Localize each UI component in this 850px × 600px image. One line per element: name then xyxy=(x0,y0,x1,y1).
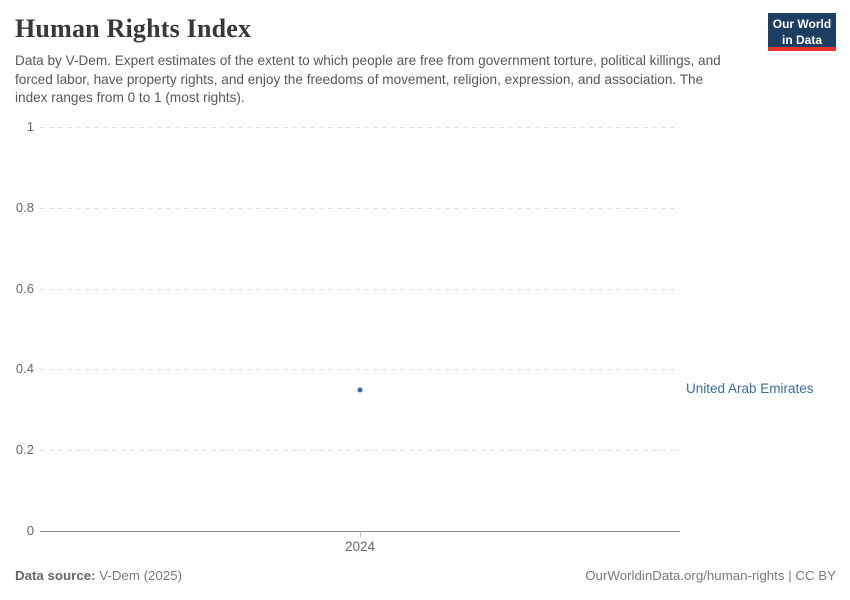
gridline xyxy=(40,369,680,371)
page-title: Human Rights Index xyxy=(15,14,252,43)
y-axis-tick-label: 0.6 xyxy=(15,280,34,296)
gridline xyxy=(40,207,680,209)
data-point[interactable] xyxy=(357,387,363,393)
chart-footer: Data source: V-Dem (2025) OurWorldinData… xyxy=(15,568,836,583)
y-axis-tick-label: 0.8 xyxy=(15,199,34,215)
credit-line: OurWorldinData.org/human-rights | CC BY xyxy=(585,568,836,583)
owid-logo-line1: Our World xyxy=(772,17,832,31)
chart-subtitle: Data by V-Dem. Expert estimates of the e… xyxy=(15,53,721,105)
gridline xyxy=(40,450,680,452)
y-axis-tick-label: 0.4 xyxy=(15,361,34,377)
gridline xyxy=(40,127,680,128)
entity-label[interactable]: United Arab Emirates xyxy=(686,380,814,396)
y-axis-tick-label: 1 xyxy=(26,119,34,134)
y-axis-tick-label: 0 xyxy=(26,523,34,538)
data-source-value: V-Dem (2025) xyxy=(99,568,183,583)
gridline xyxy=(40,288,680,290)
owid-logo-line2: in Data xyxy=(781,32,822,47)
y-axis-tick-label: 0.2 xyxy=(15,442,34,458)
data-source-label: Data source: xyxy=(15,568,96,583)
x-axis-tick xyxy=(360,531,361,537)
x-axis-tick-label: 2024 xyxy=(344,539,376,554)
owid-logo[interactable]: Our World in Data xyxy=(768,13,836,51)
data-source: Data source: V-Dem (2025) xyxy=(15,568,182,583)
